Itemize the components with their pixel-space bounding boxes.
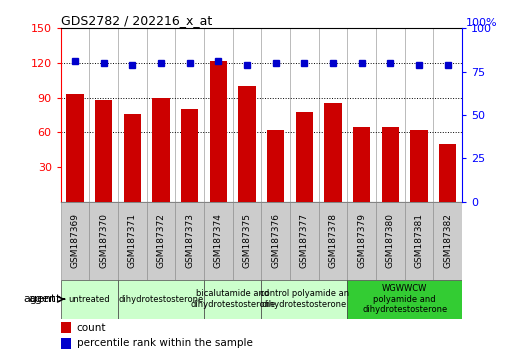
- Text: GSM187376: GSM187376: [271, 213, 280, 268]
- Bar: [296, 112, 313, 202]
- Text: 100%: 100%: [466, 18, 497, 28]
- Text: bicalutamide and
dihydrotestosterone: bicalutamide and dihydrotestosterone: [190, 290, 275, 309]
- Bar: [118, 202, 147, 280]
- Bar: [95, 100, 112, 202]
- Bar: [261, 202, 290, 280]
- Bar: [153, 98, 169, 202]
- Bar: [433, 202, 462, 280]
- Text: control polyamide an
dihydrotestosterone: control polyamide an dihydrotestosterone: [260, 290, 349, 309]
- Bar: [324, 103, 342, 202]
- Bar: [290, 202, 319, 280]
- Text: GSM187381: GSM187381: [414, 213, 423, 268]
- Bar: [175, 202, 204, 280]
- Bar: [67, 94, 83, 202]
- Text: dihydrotestosterone: dihydrotestosterone: [118, 295, 204, 304]
- Bar: [347, 202, 376, 280]
- Text: GSM187375: GSM187375: [242, 213, 251, 268]
- Bar: [181, 109, 199, 202]
- Text: GSM187371: GSM187371: [128, 213, 137, 268]
- Bar: [210, 61, 227, 202]
- Bar: [239, 86, 256, 202]
- Bar: [319, 202, 347, 280]
- Text: agent: agent: [29, 294, 61, 304]
- Bar: [261, 280, 347, 319]
- Text: GSM187377: GSM187377: [300, 213, 309, 268]
- Bar: [204, 280, 261, 319]
- Text: agent: agent: [23, 294, 55, 304]
- Bar: [124, 114, 141, 202]
- Bar: [439, 144, 456, 202]
- Bar: [204, 202, 233, 280]
- Text: WGWWCW
polyamide and
dihydrotestosterone: WGWWCW polyamide and dihydrotestosterone: [362, 284, 447, 314]
- Text: GSM187378: GSM187378: [328, 213, 337, 268]
- Text: GSM187369: GSM187369: [71, 213, 80, 268]
- Bar: [118, 280, 204, 319]
- Bar: [233, 202, 261, 280]
- Text: GSM187374: GSM187374: [214, 213, 223, 268]
- Bar: [267, 130, 284, 202]
- Text: count: count: [77, 322, 106, 332]
- Bar: [89, 202, 118, 280]
- Bar: [353, 127, 370, 202]
- Bar: [61, 280, 118, 319]
- Text: untreated: untreated: [69, 295, 110, 304]
- Bar: [347, 280, 462, 319]
- Bar: [61, 338, 71, 349]
- Bar: [147, 202, 175, 280]
- Text: GSM187370: GSM187370: [99, 213, 108, 268]
- Text: percentile rank within the sample: percentile rank within the sample: [77, 338, 252, 348]
- Text: GSM187373: GSM187373: [185, 213, 194, 268]
- Text: GSM187380: GSM187380: [386, 213, 395, 268]
- Bar: [61, 202, 89, 280]
- Bar: [382, 127, 399, 202]
- Bar: [61, 322, 71, 333]
- Text: GSM187372: GSM187372: [156, 213, 166, 268]
- Text: GSM187382: GSM187382: [443, 213, 452, 268]
- Bar: [410, 130, 428, 202]
- Text: GDS2782 / 202216_x_at: GDS2782 / 202216_x_at: [61, 14, 212, 27]
- Bar: [404, 202, 433, 280]
- Bar: [376, 202, 404, 280]
- Text: GSM187379: GSM187379: [357, 213, 366, 268]
